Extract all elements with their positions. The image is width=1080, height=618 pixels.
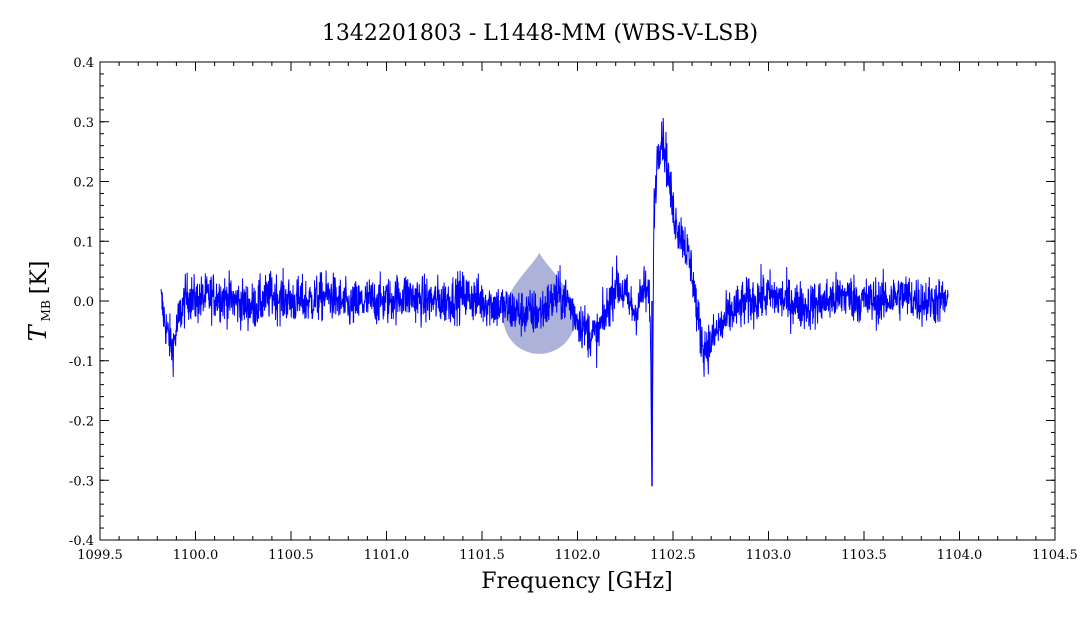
x-tick-label: 1104.5 bbox=[1032, 548, 1078, 563]
y-axis-label-main: T bbox=[24, 323, 52, 341]
x-tick-labels: 1099.5 1100.0 1100.5 1101.0 1101.5 1102.0 1102… bbox=[77, 548, 1078, 563]
y-tick-label: 0.0 bbox=[73, 295, 94, 310]
x-tick-label: 1103.0 bbox=[746, 548, 792, 563]
x-tick-label: 1100.0 bbox=[173, 548, 219, 563]
y-axis-label: T MB [K] bbox=[24, 261, 53, 342]
x-tick-label: 1102.0 bbox=[555, 548, 601, 563]
spectrum-line bbox=[160, 118, 949, 480]
y-axis-label-unit: [K] bbox=[27, 261, 52, 295]
y-tick-label: -0.2 bbox=[69, 415, 94, 430]
x-tick-label: 1104.0 bbox=[937, 548, 983, 563]
y-tick-label: -0.4 bbox=[69, 534, 94, 549]
y-tick-label: 0.1 bbox=[73, 235, 94, 250]
axis-ticks bbox=[99, 61, 1056, 541]
y-tick-label: 0.3 bbox=[73, 116, 94, 131]
x-tick-label: 1101.5 bbox=[459, 548, 505, 563]
x-tick-label: 1102.5 bbox=[650, 548, 696, 563]
x-tick-label: 1099.5 bbox=[77, 548, 123, 563]
x-tick-label: 1100.5 bbox=[268, 548, 314, 563]
y-axis-label-sub: MB bbox=[39, 300, 53, 321]
y-tick-label: 0.2 bbox=[73, 176, 94, 191]
y-tick-labels: -0.4 -0.3 -0.2 -0.1 0.0 0.1 0.2 0.3 0.4 bbox=[69, 56, 94, 549]
chart-title: 1342201803 - L1448-MM (WBS-V-LSB) bbox=[322, 21, 758, 46]
y-tick-label: -0.3 bbox=[69, 474, 94, 489]
y-tick-label: 0.4 bbox=[73, 56, 94, 71]
x-tick-label: 1103.5 bbox=[841, 548, 887, 563]
x-axis-label: Frequency [GHz] bbox=[481, 569, 673, 594]
y-tick-label: -0.1 bbox=[69, 355, 94, 370]
x-tick-label: 1101.0 bbox=[364, 548, 410, 563]
